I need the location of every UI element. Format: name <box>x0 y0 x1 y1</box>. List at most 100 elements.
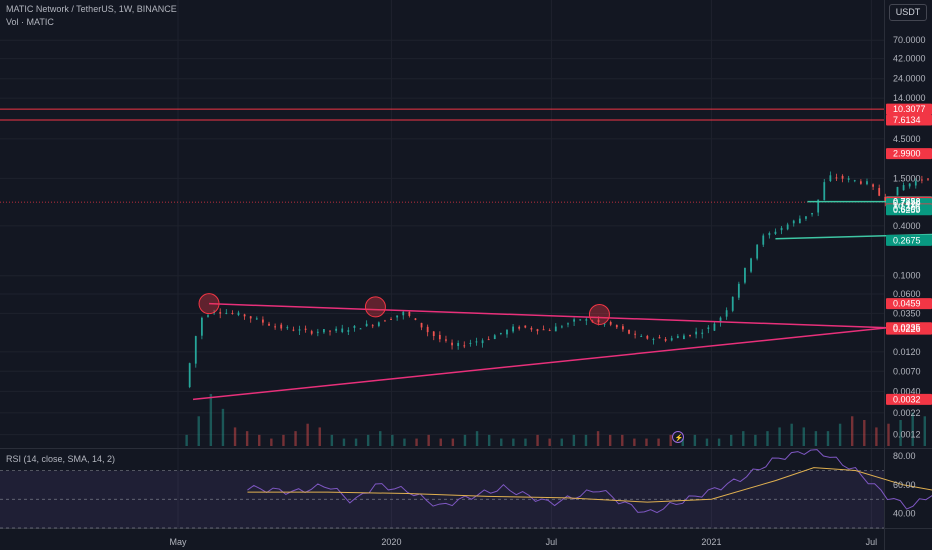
candle-body <box>451 342 453 346</box>
volume-bar <box>342 438 346 446</box>
candle-body <box>652 339 655 341</box>
rsi-panel <box>0 449 932 529</box>
candle-body <box>542 329 545 331</box>
candle-body <box>634 333 637 335</box>
candle-body <box>920 179 923 181</box>
candle-body <box>225 312 228 314</box>
price-badge-label: 10.3077 <box>893 104 926 114</box>
time-tick-label: 2021 <box>701 537 721 547</box>
candlesticks <box>188 171 929 389</box>
candle-body <box>188 363 191 388</box>
price-tick-label: 0.0600 <box>893 289 921 299</box>
candle-body <box>579 319 582 321</box>
candle-body <box>927 178 929 180</box>
candle-body <box>506 329 508 335</box>
candle-body <box>323 329 325 333</box>
rsi-tick-label: 40.00 <box>893 509 916 519</box>
candle-body <box>829 175 832 182</box>
candle-body <box>243 314 246 317</box>
volume-bar <box>560 438 563 446</box>
candle-body <box>560 326 563 328</box>
price-badge <box>886 204 932 216</box>
volume-bar <box>306 423 309 446</box>
candle-body <box>707 327 710 329</box>
candle-body <box>878 188 881 196</box>
volume-bar <box>487 434 491 446</box>
rsi-tick-label: 60.00 <box>893 480 916 490</box>
price-tick-label: 0.0022 <box>893 408 921 418</box>
volume-bar <box>391 434 394 446</box>
candle-body <box>805 216 807 219</box>
candle-body <box>487 339 490 341</box>
volume-bar <box>778 427 781 446</box>
price-badge-label: 1d 11h <box>893 201 920 211</box>
currency-selector[interactable]: USDT <box>889 4 927 21</box>
candle-body <box>420 322 423 328</box>
candle-body <box>744 267 746 283</box>
time-tick-label: 2020 <box>381 537 401 547</box>
time-tick-label: May <box>169 537 187 547</box>
candle-body <box>597 319 600 323</box>
price-badge-label: 0.6403 <box>893 204 921 214</box>
candle-body <box>664 339 667 341</box>
candle-body <box>859 181 862 184</box>
volume-bar <box>500 438 503 446</box>
candle-body <box>335 328 338 331</box>
candle-body <box>670 338 673 341</box>
price-tick-label: 4.5000 <box>893 134 921 144</box>
volume-bar <box>826 431 830 446</box>
volume-bar <box>717 438 721 446</box>
candle-body <box>457 343 460 346</box>
candle-body <box>615 324 618 328</box>
volume-bar <box>439 438 442 446</box>
volume-bar <box>633 438 636 446</box>
candle-body <box>304 328 307 330</box>
candle-body <box>622 326 624 330</box>
candle-body <box>481 340 484 344</box>
candle-body <box>329 330 331 332</box>
candle-body <box>835 177 838 179</box>
symbol-legend: MATIC Network / TetherUS, 1W, BINANCE <box>6 4 177 14</box>
candle-body <box>847 178 850 180</box>
candle-body <box>530 327 533 330</box>
candle-body <box>463 345 466 347</box>
price-badge <box>886 393 932 405</box>
triangle1-lower-line <box>192 327 888 401</box>
volume-bar <box>669 434 672 446</box>
candle-body <box>817 199 820 213</box>
candle-body <box>585 319 588 321</box>
candle-body <box>573 319 575 322</box>
candle-body <box>780 227 783 231</box>
volume-bar <box>693 434 697 446</box>
price-tick-label: 0.4000 <box>893 221 921 231</box>
price-badge-label: 0.0032 <box>893 394 921 404</box>
price-badge <box>886 103 932 115</box>
candle-body <box>402 311 405 316</box>
candle-body <box>866 181 868 185</box>
volume-bar <box>318 427 321 446</box>
price-tick-label: 70.0000 <box>893 35 926 45</box>
volume-bar <box>608 434 612 446</box>
candle-body <box>811 213 813 215</box>
candle-body <box>274 326 277 328</box>
volume-bar <box>766 431 769 446</box>
price-badge-label: 2.9900 <box>893 149 921 159</box>
price-tick-label: 0.0012 <box>893 430 921 440</box>
price-tick-label: 0.0040 <box>893 386 921 396</box>
volume-bar <box>850 416 854 446</box>
candle-body <box>255 318 258 320</box>
price-badge-label: 0.7852 <box>893 197 921 207</box>
volume-bar <box>911 412 914 446</box>
triangle1-upper-line <box>209 302 888 329</box>
volume-bar <box>645 438 648 446</box>
candle-body <box>603 323 606 325</box>
candle-body <box>280 324 283 329</box>
candle-body <box>841 175 844 179</box>
price-badge-label: 0.6259 <box>893 205 921 215</box>
candle-body <box>548 330 551 332</box>
volume-bar <box>838 423 842 446</box>
candle-body <box>408 311 411 316</box>
candle-body <box>438 335 441 340</box>
candle-body <box>353 325 356 328</box>
